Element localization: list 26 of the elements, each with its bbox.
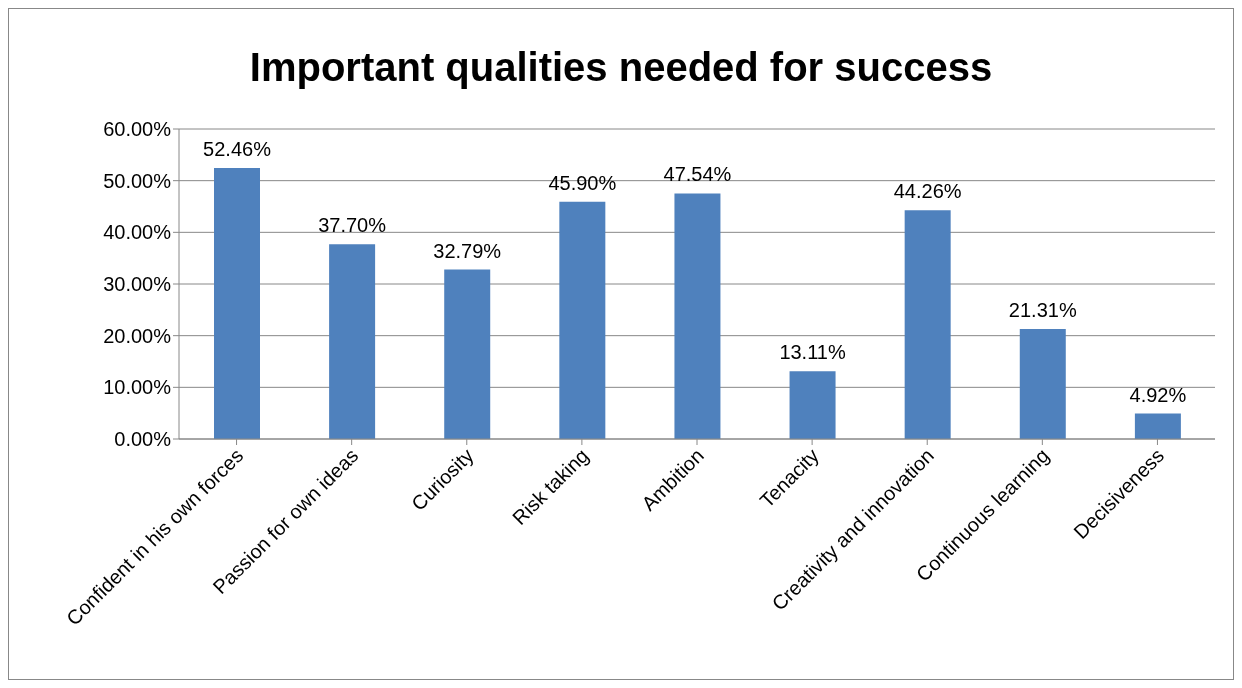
- data-label: 13.11%: [779, 341, 846, 364]
- bar: [674, 193, 721, 439]
- bar: [1134, 413, 1181, 439]
- data-label: 21.31%: [1008, 298, 1077, 321]
- bar: [214, 167, 260, 439]
- y-tick-label: 50.00%: [103, 169, 172, 192]
- bar: [329, 244, 376, 439]
- data-label: 45.90%: [548, 171, 617, 194]
- data-label: 32.79%: [433, 239, 502, 262]
- y-tick-label: 20.00%: [103, 324, 172, 347]
- bar: [904, 210, 951, 439]
- y-tick-label: 40.00%: [103, 221, 172, 244]
- data-label: 44.26%: [893, 180, 962, 203]
- y-tick-label: 0.00%: [114, 428, 172, 451]
- bar: [559, 201, 606, 439]
- bar: [1019, 328, 1066, 439]
- chart-title: Important qualities needed for success: [248, 45, 994, 90]
- data-label: 4.92%: [1129, 383, 1187, 406]
- y-tick-label: 10.00%: [103, 376, 172, 399]
- bar: [789, 371, 836, 439]
- data-label: 47.54%: [663, 163, 732, 186]
- bar: [444, 269, 491, 439]
- y-tick-label: 30.00%: [103, 273, 172, 296]
- data-label: 37.70%: [318, 214, 387, 237]
- data-label: 52.46%: [203, 137, 272, 160]
- y-tick-label: 60.00%: [103, 118, 172, 141]
